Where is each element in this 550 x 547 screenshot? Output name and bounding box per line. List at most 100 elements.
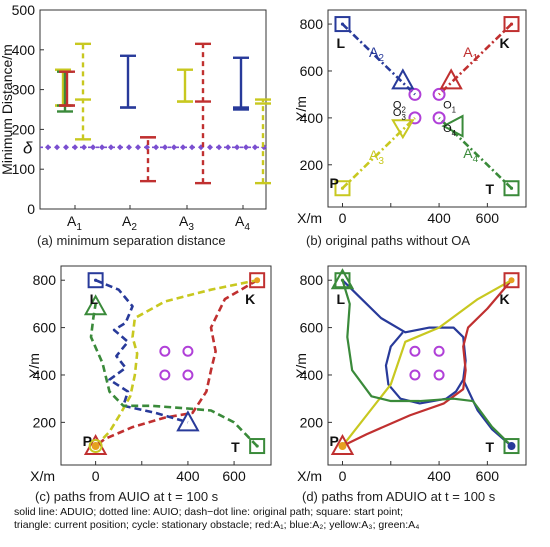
position-triangle-a3 — [391, 119, 415, 140]
path-a1-original — [438, 23, 513, 96]
x-tick-label: 400 — [427, 468, 451, 484]
y-tick-label: 200 — [300, 157, 324, 173]
y-tick-label: 400 — [33, 367, 57, 383]
threshold-marker — [162, 144, 168, 151]
position-triangle-a1 — [330, 433, 355, 456]
plot-frame-a — [39, 9, 267, 210]
threshold-marker — [225, 144, 231, 151]
agent-label-a4: A4 — [463, 145, 478, 165]
x-tick-label: 600 — [222, 468, 246, 484]
legend-note-line-1: solid line: ADUIO; dotted line: AUIO; da… — [14, 506, 404, 518]
current-position-p — [91, 442, 100, 451]
obstacle-icon — [408, 111, 422, 125]
y-tick-label: 800 — [300, 272, 324, 288]
path-a4-aduio — [341, 279, 513, 447]
y-axis-label: Y/m — [26, 353, 42, 378]
x-tick-label: 600 — [476, 468, 500, 484]
threshold-marker — [117, 144, 123, 151]
start-square-l-dot — [340, 278, 345, 282]
path-a3-original — [341, 116, 416, 190]
y-tick-label-a: 500 — [12, 2, 36, 18]
x-axis-label: X/m — [297, 468, 322, 484]
threshold-marker — [72, 144, 78, 151]
x-tick-label-a: A2 — [122, 213, 137, 233]
agent-label-a1: A1 — [463, 44, 478, 64]
y-tick-label-a: 100 — [12, 161, 36, 177]
point-label-l: L — [336, 291, 345, 307]
threshold-marker — [81, 144, 87, 151]
threshold-marker — [99, 144, 105, 151]
path-a4-original — [438, 116, 513, 190]
x-tick-label-a: A3 — [179, 213, 194, 233]
point-label-k: K — [500, 291, 510, 307]
x-axis-label: X/m — [297, 210, 322, 226]
plot-frame — [327, 265, 527, 466]
obstacle-label: O1 — [443, 99, 457, 114]
x-tick-label-a: A4 — [235, 213, 250, 233]
caption-a: (a) minimum separation distance — [37, 233, 226, 248]
obstacle-icon — [408, 87, 422, 101]
current-position-p — [338, 442, 347, 451]
plot-frame — [327, 9, 527, 208]
obstacle-icon — [159, 369, 171, 381]
y-tick-label-a: 0 — [27, 201, 35, 217]
path-a3-aduio — [341, 279, 513, 447]
threshold-marker — [216, 144, 222, 151]
obstacle-icon — [409, 369, 421, 381]
start-square-t — [249, 438, 266, 455]
panel-c-auio-paths: 200 400 600 800 0 400 600 X/m Y/m L K P T — [26, 265, 272, 484]
y-tick-label-a: 300 — [12, 82, 36, 98]
position-triangle-a1 — [439, 68, 463, 90]
start-square-t — [503, 180, 520, 197]
current-position-t — [507, 442, 516, 451]
point-label-t: T — [486, 181, 495, 197]
x-tick-label: 400 — [427, 210, 451, 226]
point-label-k: K — [500, 35, 510, 51]
threshold-marker — [54, 144, 60, 151]
start-square-t — [503, 438, 520, 455]
point-label-k: K — [245, 291, 255, 307]
start-square-k — [503, 16, 520, 33]
threshold-marker — [171, 144, 177, 151]
caption-d: (d) paths from ADUIO at t = 100 s — [302, 489, 496, 504]
obstacle-icon — [182, 345, 194, 357]
obstacle-icon — [159, 345, 171, 357]
start-square-k — [503, 272, 520, 289]
start-circle-p — [88, 439, 103, 454]
caption-b: (b) original paths without OA — [306, 233, 471, 248]
current-position-k — [254, 277, 261, 284]
point-label-t: T — [231, 439, 240, 455]
path-a1-aduio — [342, 279, 513, 448]
start-square-l — [334, 16, 351, 33]
plot-frame — [60, 265, 272, 466]
y-axis-label: Y/m — [293, 96, 309, 121]
threshold-marker — [153, 144, 159, 151]
y-tick-label: 600 — [300, 320, 324, 336]
path-a2-auio — [95, 279, 189, 424]
position-triangle-a4 — [83, 294, 108, 316]
threshold-marker — [180, 144, 186, 151]
point-label-p: P — [329, 175, 338, 191]
y-tick-label: 200 — [300, 414, 324, 430]
point-label-p: P — [329, 433, 338, 449]
obstacle-icon — [433, 369, 445, 381]
point-label-p: P — [83, 433, 92, 449]
x-axis-label: X/m — [30, 468, 55, 484]
path-a1-auio — [94, 279, 258, 448]
threshold-marker — [63, 144, 69, 151]
obstacle-icon — [409, 345, 421, 357]
path-a2-aduio-loop — [341, 279, 467, 405]
current-position-k — [508, 277, 515, 284]
caption-c: (c) paths from AUIO at t = 100 s — [35, 489, 219, 504]
threshold-marker — [126, 144, 132, 151]
obstacle-icon — [432, 87, 446, 101]
path-a2-aduio — [462, 379, 513, 447]
agent-label-a2: A2 — [369, 44, 384, 64]
legend-notes: solid line: ADUIO; dotted line: AUIO; da… — [14, 506, 544, 532]
start-square-l — [87, 272, 104, 289]
start-square-p — [334, 180, 351, 197]
x-tick-label: 0 — [92, 468, 100, 484]
threshold-marker — [234, 144, 240, 151]
start-square-l-dot — [340, 22, 345, 26]
